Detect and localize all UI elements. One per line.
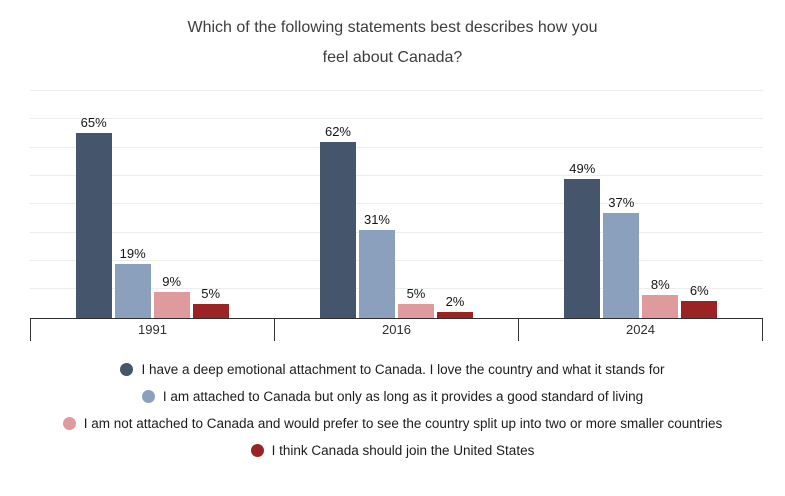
bar-value-label: 65% — [80, 115, 107, 131]
bar — [153, 292, 190, 318]
bar-group-2016: 62% 31% 5% 2% — [274, 91, 518, 318]
gridline-70 — [30, 118, 763, 120]
bar-column: 49% — [564, 91, 601, 318]
bar — [642, 295, 679, 318]
bar — [75, 133, 112, 318]
bar-value-label: 6% — [689, 282, 709, 298]
bar-column: 65% — [75, 91, 112, 318]
bar-value-label: 5% — [406, 285, 426, 301]
bar-value-label: 31% — [363, 211, 390, 227]
bar-value-label: 2% — [445, 294, 465, 310]
bar-column: 31% — [358, 91, 395, 318]
legend-swatch-icon — [62, 416, 76, 430]
legend-row: I think Canada should join the United St… — [0, 437, 785, 464]
bar-chart: 65% 19% 9% 5% 62% 31% 5% 2% 49% 37% 8% 6% 1991 2016 2… — [30, 89, 763, 341]
bar-group-2024: 49% 37% 8% 6% — [519, 91, 763, 318]
bar-value-label: 49% — [569, 160, 596, 176]
axis-label-1991: 1991 — [31, 318, 275, 341]
bar-column: 37% — [603, 91, 640, 318]
gridline-50 — [30, 174, 763, 176]
legend-swatch-icon — [250, 443, 264, 457]
bar-column: 5% — [192, 91, 229, 318]
bar — [397, 303, 434, 318]
bar-group-1991: 65% 19% 9% 5% — [30, 91, 274, 318]
legend-swatch-icon — [120, 362, 134, 376]
bar — [358, 229, 395, 318]
legend-row: I have a deep emotional attachment to Ca… — [0, 356, 785, 383]
bar-value-label: 37% — [608, 194, 635, 210]
legend-swatch-icon — [141, 389, 155, 403]
bar — [319, 141, 356, 318]
bar-column: 2% — [436, 91, 473, 318]
legend-label: I am attached to Canada but only as long… — [162, 388, 644, 404]
legend-label: I am not attached to Canada and would pr… — [83, 415, 723, 431]
gridline-20 — [30, 260, 763, 262]
gridline-40 — [30, 203, 763, 205]
axis-label-2016: 2016 — [275, 318, 519, 341]
bar — [564, 178, 601, 318]
chart-title: Which of the following statements best d… — [187, 19, 598, 67]
gridline-80 — [30, 89, 763, 91]
bar-column: 6% — [681, 91, 718, 318]
bar-value-label: 19% — [119, 245, 146, 261]
bar — [681, 300, 718, 318]
gridline-10 — [30, 288, 763, 290]
plot-area: 65% 19% 9% 5% 62% 31% 5% 2% 49% 37% 8% 6% — [30, 89, 763, 319]
legend-label: I think Canada should join the United St… — [271, 442, 535, 458]
bar-value-label: 62% — [324, 123, 351, 139]
bar — [192, 303, 229, 318]
bar — [436, 312, 473, 318]
bar-column: 9% — [153, 91, 190, 318]
bar-column: 5% — [397, 91, 434, 318]
legend-label: I have a deep emotional attachment to Ca… — [141, 361, 665, 377]
bar-value-label: 8% — [650, 277, 670, 293]
bar-column: 62% — [319, 91, 356, 318]
legend-row: I am attached to Canada but only as long… — [0, 383, 785, 410]
bar — [114, 263, 151, 318]
legend-row: I am not attached to Canada and would pr… — [0, 410, 785, 437]
legend: I have a deep emotional attachment to Ca… — [0, 356, 785, 464]
bar-column: 8% — [642, 91, 679, 318]
gridline-30 — [30, 231, 763, 233]
bar — [603, 212, 640, 318]
bar-value-label: 5% — [201, 285, 221, 301]
axis-label-2024: 2024 — [626, 322, 655, 338]
x-axis: 1991 2016 2024 — [30, 318, 763, 341]
bar-value-label: 9% — [162, 274, 182, 290]
gridline-60 — [30, 146, 763, 148]
bar-column: 19% — [114, 91, 151, 318]
